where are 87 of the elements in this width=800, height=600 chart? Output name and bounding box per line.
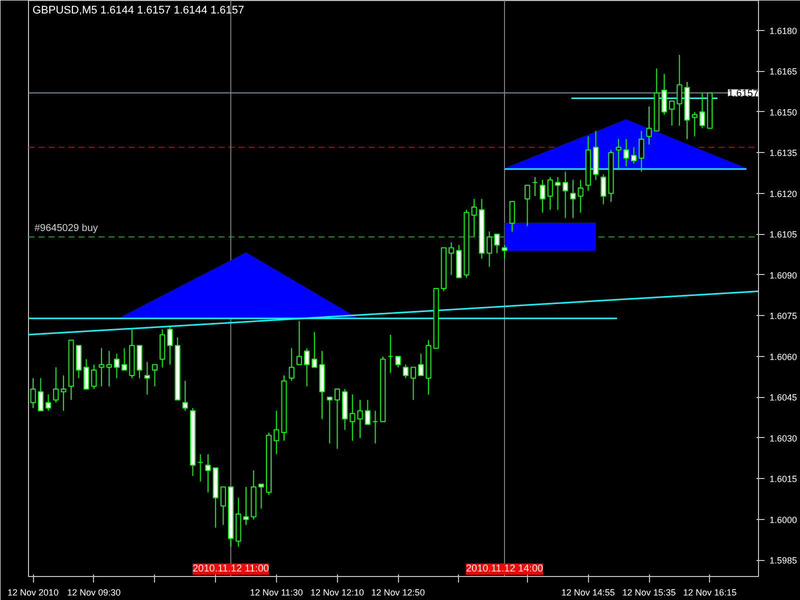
candlestick bbox=[554, 176, 561, 210]
candlestick bbox=[167, 326, 173, 366]
candlestick bbox=[524, 184, 530, 227]
candlestick bbox=[578, 179, 584, 213]
candlestick bbox=[448, 242, 454, 276]
candlestick bbox=[623, 138, 629, 167]
y-tick-label: 1.6060 bbox=[770, 352, 798, 362]
candlestick bbox=[692, 111, 698, 137]
y-tick-label: 1.5985 bbox=[770, 556, 798, 566]
candlestick bbox=[570, 179, 576, 218]
candlestick bbox=[91, 364, 97, 390]
candlestick bbox=[486, 230, 492, 268]
ref-line-label: 1.6157 bbox=[728, 88, 759, 100]
candlestick bbox=[312, 331, 318, 368]
y-tick-label: 1.6075 bbox=[770, 311, 798, 322]
x-tick-label: 12 Nov 14:55 bbox=[561, 588, 615, 598]
x-tick-label: 12 Nov 16:15 bbox=[683, 588, 737, 598]
candlestick bbox=[258, 484, 264, 510]
y-tick-label: 1.6000 bbox=[770, 514, 798, 525]
candlestick bbox=[540, 179, 546, 213]
y-tick-label: 1.6045 bbox=[770, 392, 798, 403]
candlestick bbox=[372, 410, 378, 444]
x-tick-label: 12 Nov 15:35 bbox=[622, 588, 676, 598]
candlestick bbox=[410, 366, 416, 400]
candlestick bbox=[243, 486, 249, 526]
candlestick bbox=[357, 399, 363, 438]
candlestick bbox=[509, 201, 515, 232]
candlestick bbox=[144, 361, 150, 395]
x-tick-label: 12 Nov 09:30 bbox=[67, 588, 121, 598]
y-tick-label: 1.6165 bbox=[770, 66, 798, 77]
candlestick bbox=[631, 146, 637, 164]
candlestick bbox=[296, 320, 302, 366]
candlestick bbox=[205, 454, 211, 493]
y-tick-label: 1.6180 bbox=[770, 26, 798, 36]
candlestick bbox=[676, 54, 682, 126]
candlestick bbox=[98, 348, 104, 387]
y-tick-label: 1.6135 bbox=[770, 148, 798, 158]
candlestick bbox=[600, 174, 606, 205]
x-tick-label: 12 Nov 11:30 bbox=[250, 588, 303, 598]
candlestick bbox=[274, 410, 280, 455]
x-tick-label: 12 Nov 2010 bbox=[8, 588, 59, 598]
candlestick bbox=[122, 348, 128, 371]
candlestick bbox=[60, 374, 66, 412]
candlestick bbox=[616, 138, 622, 170]
candlestick bbox=[669, 100, 675, 126]
candlestick bbox=[53, 366, 59, 404]
x-tick-label: 12 Nov 12:10 bbox=[310, 588, 364, 598]
candlestick bbox=[334, 388, 340, 450]
candlestick bbox=[326, 396, 332, 444]
y-tick-label: 1.6090 bbox=[770, 270, 798, 280]
y-tick-label: 1.6030 bbox=[770, 433, 798, 444]
candlestick bbox=[304, 348, 310, 387]
candlestick bbox=[350, 394, 356, 442]
candlestick bbox=[182, 380, 188, 412]
candlestick bbox=[699, 92, 706, 129]
candlestick bbox=[364, 399, 370, 425]
candlestick bbox=[646, 106, 652, 145]
candlestick bbox=[198, 454, 204, 482]
ref-line-label: #9645029 buy bbox=[34, 222, 98, 234]
candlestick bbox=[471, 198, 477, 238]
candlestick bbox=[532, 176, 538, 197]
y-tick-label: 1.6105 bbox=[770, 230, 798, 240]
candlestick bbox=[388, 334, 394, 374]
candlestick bbox=[84, 358, 90, 390]
ref-line-label: 2010.11.12 11:00 bbox=[192, 564, 270, 574]
candlestick bbox=[38, 378, 44, 412]
candlestick bbox=[661, 73, 667, 116]
x-tick-label: 12 Nov 12:50 bbox=[371, 588, 425, 598]
candlestick bbox=[152, 364, 158, 387]
candlestick bbox=[562, 171, 568, 218]
candlestick bbox=[418, 353, 424, 376]
candlestick bbox=[114, 353, 120, 379]
chart-title: GBPUSD,M5 1.6144 1.6157 1.6144 1.6157 bbox=[32, 4, 244, 16]
candlestick bbox=[502, 244, 508, 260]
y-tick-label: 1.6120 bbox=[770, 188, 798, 199]
y-tick-label: 1.6150 bbox=[770, 107, 798, 118]
candlestick bbox=[547, 176, 553, 210]
candlestick bbox=[220, 486, 226, 526]
y-tick-label: 1.6015 bbox=[770, 474, 798, 484]
candlestick bbox=[288, 348, 294, 382]
ref-line-label: 2010.11.12 14:00 bbox=[466, 564, 544, 574]
candlestick bbox=[45, 394, 52, 412]
candlestick bbox=[494, 234, 500, 254]
candlestick bbox=[395, 356, 401, 368]
candlestick bbox=[638, 130, 644, 172]
candlestick bbox=[106, 350, 112, 387]
candlestick bbox=[402, 364, 408, 379]
